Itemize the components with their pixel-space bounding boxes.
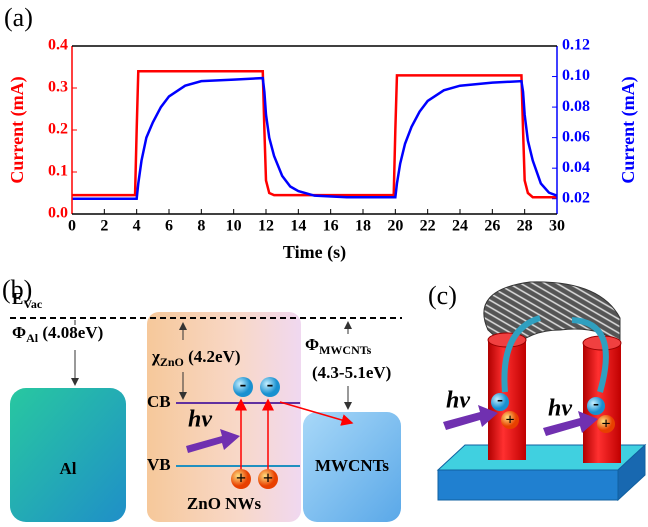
x-tick-label: 12 (258, 218, 274, 235)
text: ZnO (160, 355, 184, 369)
text: Φ (305, 335, 319, 354)
text: MWCNTs (319, 343, 372, 357)
zno-label: ZnO NWs (187, 494, 262, 513)
x-tick-label: 26 (484, 218, 500, 235)
line-series (72, 78, 557, 199)
diagram-b: (b) EVac ΦAl (4.08eV) χZnO (4.2eV) ΦMWCN… (2, 275, 402, 522)
line-series (72, 71, 557, 197)
x-tick-label: 10 (226, 218, 242, 235)
x-axis-label: Time (s) (283, 242, 346, 263)
y-tick-label: 0.3 (48, 79, 68, 96)
cb-label: CB (147, 392, 171, 411)
al-box (10, 388, 126, 522)
y-axis-label: Current (mA) (7, 76, 28, 183)
y-tick-label: 0.1 (48, 163, 68, 180)
hole-sign: + (505, 412, 514, 429)
x-tick-label: 4 (133, 218, 141, 235)
text: E (12, 289, 23, 308)
text: Φ (12, 323, 26, 342)
y2-tick-label: 0.06 (562, 128, 590, 145)
x-tick-label: 16 (323, 218, 339, 235)
text: (4.2eV) (184, 347, 241, 366)
phi-mw-label: ΦMWCNTs (305, 335, 372, 357)
hole-sign: + (601, 416, 610, 433)
al-label: Al (60, 459, 77, 478)
electron-sign: - (267, 374, 274, 396)
electron-sign: - (593, 393, 599, 413)
x-tick-label: 8 (197, 218, 205, 235)
x-tick-label: 2 (100, 218, 108, 235)
mwcnts-label: MWCNTs (315, 456, 389, 475)
substrate-front (438, 470, 618, 500)
text: Al (26, 331, 39, 345)
y2-tick-label: 0.08 (562, 98, 590, 115)
x-tick-label: 22 (420, 218, 436, 235)
panel-label: (c) (428, 281, 457, 310)
phi-al-label: ΦAl (4.08eV) (12, 323, 103, 345)
x-tick-label: 14 (290, 218, 306, 235)
y2-tick-label: 0.10 (562, 67, 590, 84)
electron-sign: - (240, 374, 247, 396)
y2-tick-label: 0.12 (562, 37, 590, 54)
y2-axis-label: Current (mA) (618, 76, 639, 183)
x-tick-label: 30 (549, 218, 565, 235)
y2-tick-label: 0.02 (562, 189, 590, 206)
x-tick-label: 28 (517, 218, 533, 235)
panel-label: (a) (4, 3, 33, 32)
y2-tick-label: 0.04 (562, 159, 590, 176)
y-tick-label: 0.2 (48, 121, 68, 138)
electron-sign: - (497, 389, 503, 409)
diagram-c: (c) hv hv - + - + (428, 281, 645, 500)
phi-mw-value: (4.3-5.1eV) (312, 363, 391, 382)
hole-sign: + (236, 468, 246, 488)
hv-label: hv (446, 388, 470, 414)
text: χ (151, 347, 160, 366)
hole-sign: + (263, 468, 273, 488)
x-tick-label: 18 (355, 218, 371, 235)
x-tick-label: 24 (452, 218, 468, 235)
hv-label: hv (188, 407, 212, 433)
figure: (a)0246810121416182022242628300.00.10.20… (0, 0, 648, 522)
text: (4.08eV) (38, 323, 103, 342)
text: Vac (23, 297, 43, 311)
y-tick-label: 0.4 (48, 37, 68, 54)
hv-label: hv (548, 396, 572, 422)
zno-box (147, 312, 301, 522)
x-tick-label: 20 (387, 218, 403, 235)
vb-label: VB (147, 455, 171, 474)
x-tick-label: 6 (165, 218, 173, 235)
y-tick-label: 0.0 (48, 205, 68, 222)
x-tick-label: 0 (68, 218, 76, 235)
